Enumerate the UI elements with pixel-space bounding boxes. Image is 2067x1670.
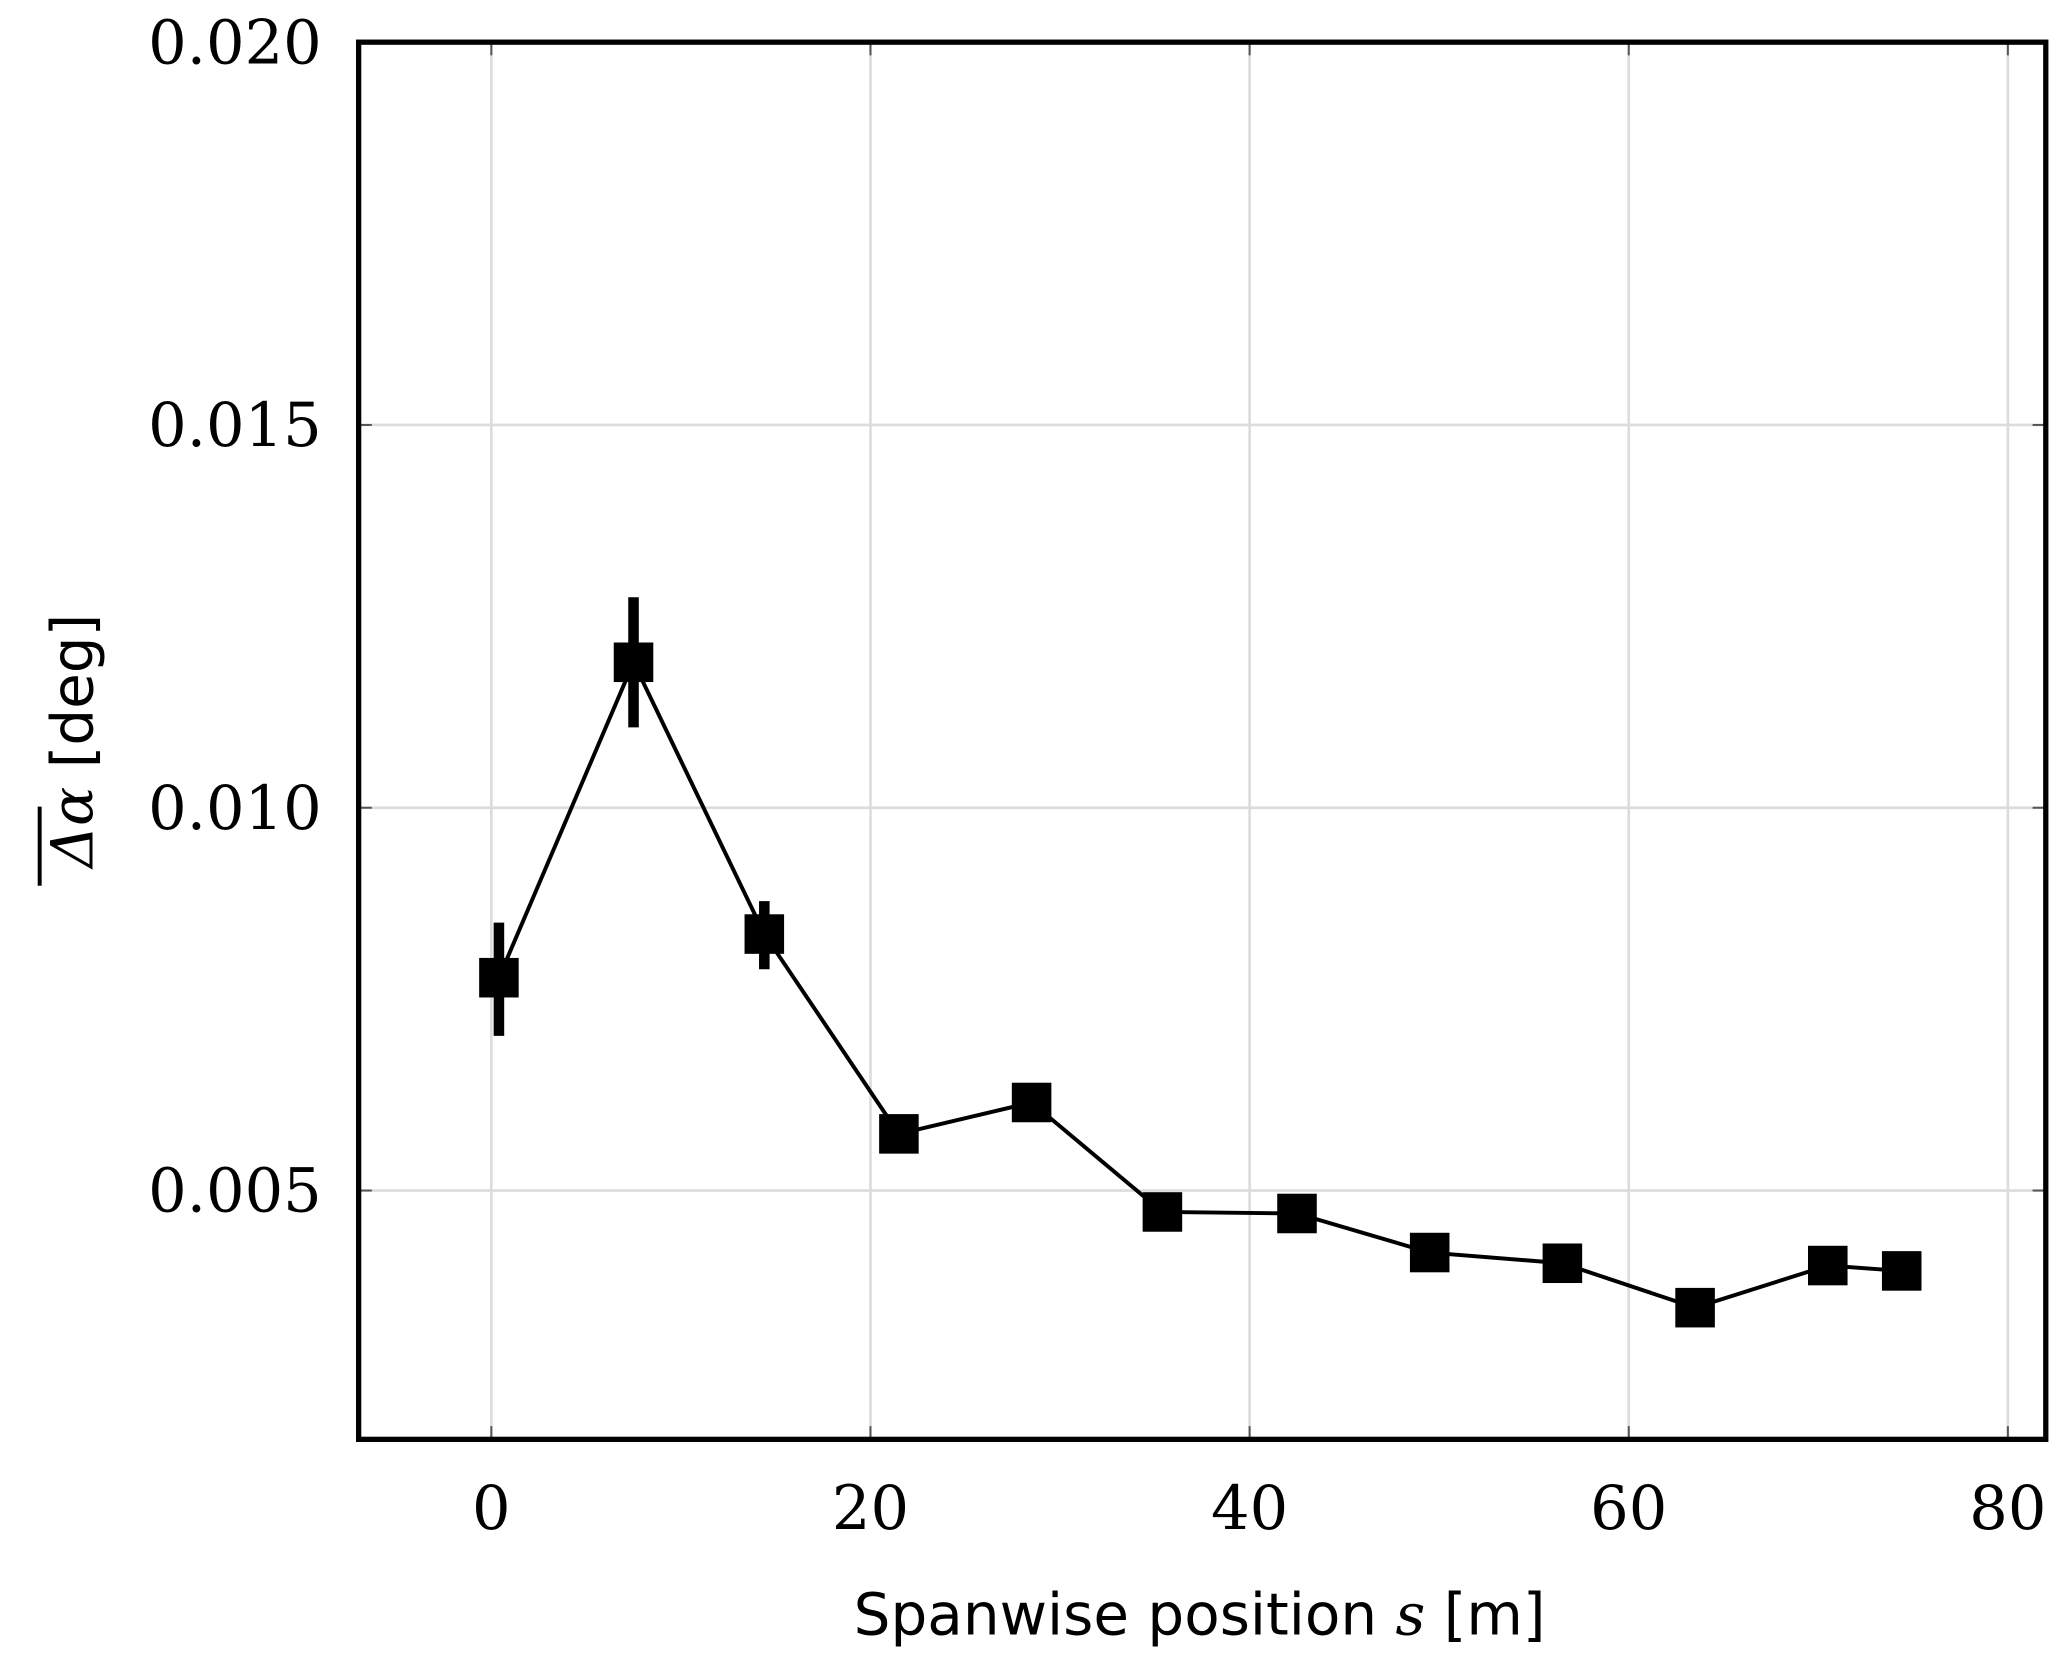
x-tick-label: 0 <box>472 1474 511 1544</box>
data-point <box>1881 1251 1922 1291</box>
series-line <box>497 657 1902 1310</box>
data-point <box>1409 1232 1450 1273</box>
y-tick-label: 0.015 <box>148 391 322 461</box>
data-point <box>879 1114 919 1154</box>
y-axis-label-unit: [deg] <box>38 614 106 787</box>
data-point <box>1542 1243 1583 1284</box>
y-tick-label: 0.010 <box>148 774 322 844</box>
y-tick-label: 0.005 <box>148 1157 322 1227</box>
x-tick-label: 40 <box>1211 1474 1288 1544</box>
x-tick-label: 20 <box>832 1474 909 1544</box>
x-axis-label-text: Spanwise position <box>854 1580 1396 1648</box>
y-axis-label-var: Δα <box>38 787 106 870</box>
series-marks <box>479 597 1922 1328</box>
data-point <box>1675 1287 1715 1328</box>
axis-ticks: 0 20 40 60 80 0.005 0.010 0.015 0.020 <box>148 8 2046 1544</box>
y-axis-label: Δα [deg] <box>38 614 106 870</box>
x-axis-label-var: s <box>1396 1580 1426 1648</box>
grid <box>358 40 2046 1440</box>
x-tick-label: 80 <box>1969 1474 2046 1544</box>
data-point <box>613 642 654 683</box>
y-tick-label: 0.020 <box>148 8 322 78</box>
x-axis-label-unit: [m] <box>1425 1580 1545 1648</box>
data-point <box>744 914 785 954</box>
plot-frame <box>356 39 2049 1442</box>
data-point <box>1011 1082 1052 1123</box>
x-tick-label: 60 <box>1590 1474 1667 1544</box>
data-point <box>479 957 519 998</box>
data-point <box>1277 1193 1317 1234</box>
x-axis-label: Spanwise position s [m] <box>854 1580 1546 1648</box>
data-point <box>1142 1192 1183 1232</box>
data-point <box>1808 1245 1848 1286</box>
